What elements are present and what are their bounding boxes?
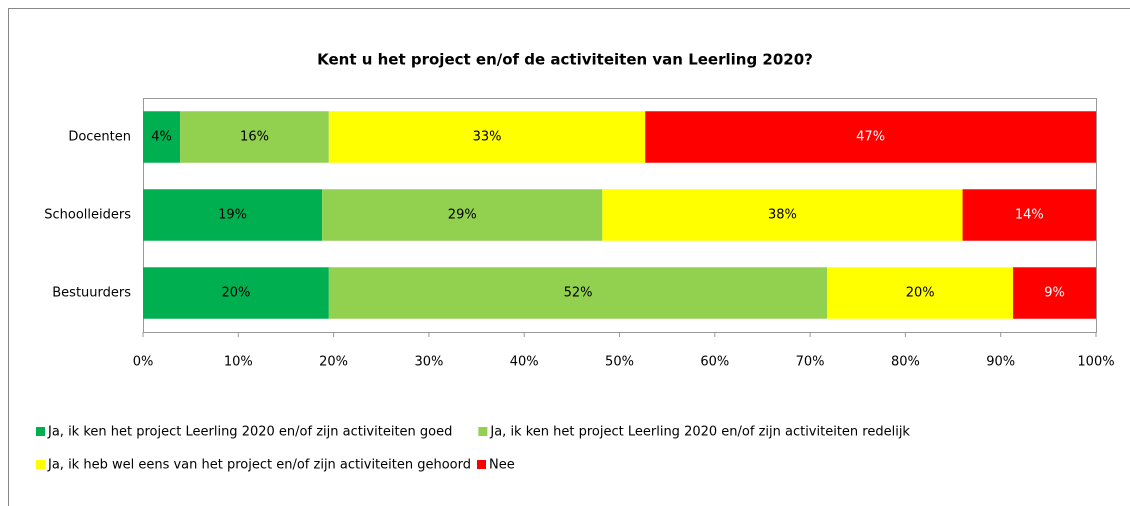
bar-segment bbox=[143, 189, 323, 241]
x-tick-label: 10% bbox=[224, 355, 253, 370]
legend-marker bbox=[36, 460, 45, 469]
y-tick-label: Docenten bbox=[68, 130, 131, 145]
bar-segment bbox=[322, 189, 603, 241]
legend-marker bbox=[478, 427, 488, 436]
bar-segment bbox=[1013, 267, 1096, 319]
data-label: 20% bbox=[221, 286, 250, 301]
x-tick-label: 0% bbox=[133, 355, 154, 370]
bar-segment bbox=[328, 267, 828, 319]
data-label: 38% bbox=[768, 208, 797, 223]
bar-segment bbox=[143, 111, 181, 163]
chart-title: Kent u het project en/of de activiteiten… bbox=[317, 51, 813, 69]
legend-marker bbox=[36, 427, 45, 436]
legend-label: Ja, ik heb wel eens van het project en/o… bbox=[47, 458, 471, 473]
x-tick-label: 20% bbox=[319, 355, 348, 370]
chart-border bbox=[8, 8, 1130, 506]
data-label: 52% bbox=[564, 286, 593, 301]
data-label: 19% bbox=[218, 208, 247, 223]
bar-segment bbox=[143, 267, 329, 319]
bar-segment bbox=[962, 189, 1096, 241]
x-tick-label: 80% bbox=[891, 355, 920, 370]
legend-label: Ja, ik ken het project Leerling 2020 en/… bbox=[47, 425, 452, 440]
data-label: 16% bbox=[240, 130, 269, 145]
legend-marker bbox=[477, 460, 486, 469]
x-tick-label: 70% bbox=[796, 355, 825, 370]
data-label: 9% bbox=[1044, 286, 1065, 301]
data-label: 14% bbox=[1015, 208, 1044, 223]
x-tick-label: 90% bbox=[986, 355, 1015, 370]
x-tick-label: 60% bbox=[700, 355, 729, 370]
data-label: 4% bbox=[151, 130, 172, 145]
bar-segment bbox=[328, 111, 646, 163]
y-tick-label: Bestuurders bbox=[52, 286, 131, 301]
y-tick-label: Schoolleiders bbox=[44, 208, 131, 223]
x-tick-label: 40% bbox=[510, 355, 539, 370]
data-label: 33% bbox=[473, 130, 502, 145]
bar-segment bbox=[180, 111, 329, 163]
x-tick-label: 30% bbox=[414, 355, 443, 370]
legend-label: Nee bbox=[489, 458, 515, 473]
data-label: 20% bbox=[906, 286, 935, 301]
x-tick-label: 100% bbox=[1077, 355, 1114, 370]
data-label: 29% bbox=[448, 208, 477, 223]
data-label: 47% bbox=[856, 130, 885, 145]
bar-segment bbox=[602, 189, 963, 241]
x-tick-label: 50% bbox=[605, 355, 634, 370]
bar-segment bbox=[827, 267, 1014, 319]
legend-label: Ja, ik ken het project Leerling 2020 en/… bbox=[489, 425, 910, 440]
bar-segment bbox=[645, 111, 1096, 163]
